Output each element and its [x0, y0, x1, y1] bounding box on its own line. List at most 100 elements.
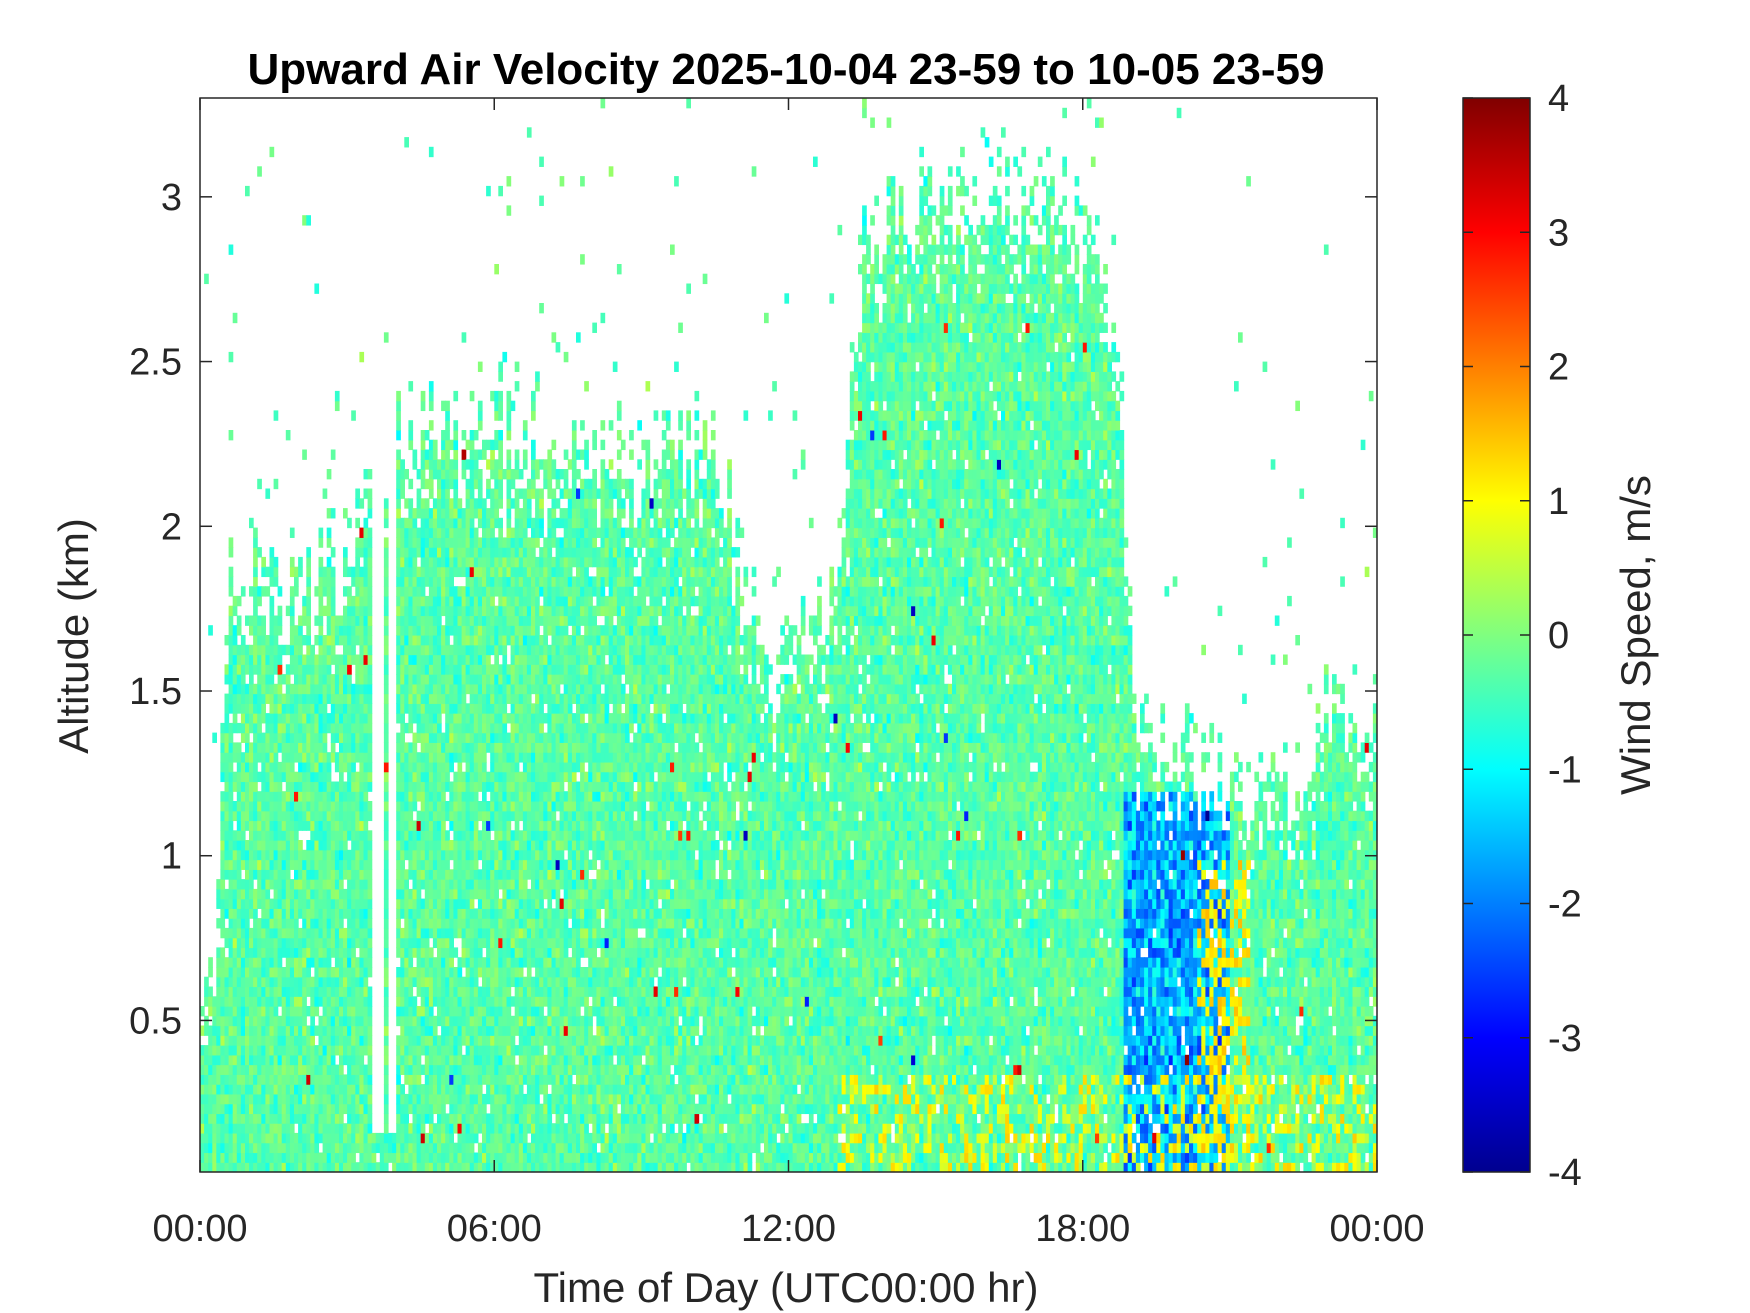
heatmap-cell: [428, 586, 434, 597]
heatmap-cell: [318, 595, 324, 607]
heatmap-cell: [339, 918, 344, 929]
heatmap-cell: [461, 976, 467, 988]
heatmap-cell: [449, 1113, 454, 1124]
heatmap-cell: [502, 761, 508, 773]
heatmap-cell: [457, 1162, 463, 1172]
heatmap-cell: [469, 869, 475, 880]
heatmap-cell: [355, 1142, 360, 1154]
heatmap-cell: [408, 849, 414, 861]
heatmap-cell: [220, 1006, 226, 1017]
heatmap-cell: [334, 732, 340, 743]
heatmap-cell: [416, 1142, 422, 1154]
heatmap-cell: [453, 488, 459, 499]
heatmap-cell: [249, 810, 254, 822]
heatmap-cell: [526, 595, 532, 607]
heatmap-cell: [477, 1084, 483, 1095]
heatmap-cell: [347, 752, 352, 763]
heatmap-cell: [473, 781, 479, 792]
heatmap-cell: [322, 869, 328, 880]
heatmap-cell: [289, 801, 295, 812]
heatmap-cell: [224, 1035, 230, 1046]
heatmap-cell: [285, 722, 291, 734]
heatmap-cell: [428, 1142, 434, 1154]
heatmap-cell: [535, 742, 540, 753]
heatmap-cell: [514, 644, 520, 656]
heatmap-cell: [424, 830, 430, 841]
heatmap-cell: [461, 888, 467, 900]
heatmap-cell: [428, 732, 434, 743]
heatmap-cell: [514, 967, 520, 978]
heatmap-cell: [539, 615, 544, 626]
heatmap-cell: [482, 742, 487, 753]
heatmap-cell: [404, 840, 409, 851]
heatmap-cell: [289, 996, 295, 1007]
heatmap-cell: [330, 713, 336, 724]
heatmap-cell: [273, 664, 279, 675]
heatmap-cell: [245, 810, 250, 822]
heatmap-cell: [322, 752, 328, 763]
heatmap-cell: [302, 1064, 307, 1075]
heatmap-cell: [441, 849, 446, 861]
heatmap-cell: [322, 1045, 328, 1056]
heatmap-cell: [281, 1103, 287, 1115]
heatmap-cell: [490, 1162, 495, 1172]
heatmap-cell: [306, 683, 311, 695]
heatmap-cell: [298, 1123, 303, 1134]
heatmap-cell: [539, 556, 544, 568]
heatmap-cell: [531, 879, 536, 890]
heatmap-cell: [228, 703, 234, 714]
heatmap-cell: [502, 732, 508, 743]
heatmap-cell: [412, 967, 418, 978]
heatmap-cell: [322, 849, 328, 861]
heatmap-cell: [457, 820, 463, 831]
heatmap-cell: [404, 1132, 409, 1144]
heatmap-cell: [502, 615, 508, 626]
heatmap-cell: [400, 761, 405, 773]
heatmap-cell: [514, 722, 520, 734]
heatmap-cell: [498, 556, 503, 568]
heatmap-cell: [477, 1025, 483, 1036]
heatmap-cell: [355, 537, 360, 548]
heatmap-cell: [494, 1123, 499, 1134]
heatmap-cell: [482, 498, 487, 509]
heatmap-cell: [477, 1006, 483, 1017]
heatmap-cell: [539, 1006, 544, 1017]
heatmap-cell: [510, 869, 516, 880]
heatmap-cell: [269, 547, 275, 558]
heatmap-cell: [482, 888, 487, 900]
heatmap-cell: [449, 918, 454, 929]
heatmap-cell: [220, 1054, 226, 1066]
heatmap-cell: [498, 459, 503, 470]
heatmap-cell: [506, 664, 512, 675]
heatmap-cell: [363, 595, 369, 607]
heatmap-cell: [526, 1093, 532, 1105]
heatmap-cell: [322, 644, 328, 656]
heatmap-cell: [441, 1113, 446, 1124]
heatmap-cell: [257, 976, 262, 988]
heatmap-cell: [445, 947, 450, 958]
heatmap-cell: [281, 1093, 287, 1105]
heatmap-cell: [502, 771, 508, 783]
heatmap-cell: [531, 947, 536, 958]
heatmap-cell: [437, 664, 442, 675]
heatmap-cell: [445, 859, 450, 870]
heatmap-cell: [482, 537, 487, 548]
heatmap-cell: [314, 898, 320, 909]
heatmap-cell: [273, 840, 279, 851]
heatmap-cell: [408, 1132, 414, 1144]
heatmap-cell: [322, 732, 328, 743]
heatmap-cell: [408, 713, 414, 724]
heatmap-cell: [228, 1035, 234, 1046]
heatmap-cell: [412, 791, 418, 802]
heatmap-cell: [428, 420, 434, 431]
heatmap-cell: [416, 937, 422, 949]
heatmap-cell: [514, 654, 520, 665]
heatmap-cell: [396, 595, 401, 607]
heatmap-cell: [339, 732, 344, 743]
heatmap-cell: [494, 937, 499, 949]
heatmap-cell: [298, 781, 303, 792]
heatmap-cell: [445, 635, 450, 646]
heatmap-cell: [404, 693, 409, 704]
heatmap-cell: [289, 1015, 295, 1027]
heatmap-cell: [522, 976, 528, 988]
